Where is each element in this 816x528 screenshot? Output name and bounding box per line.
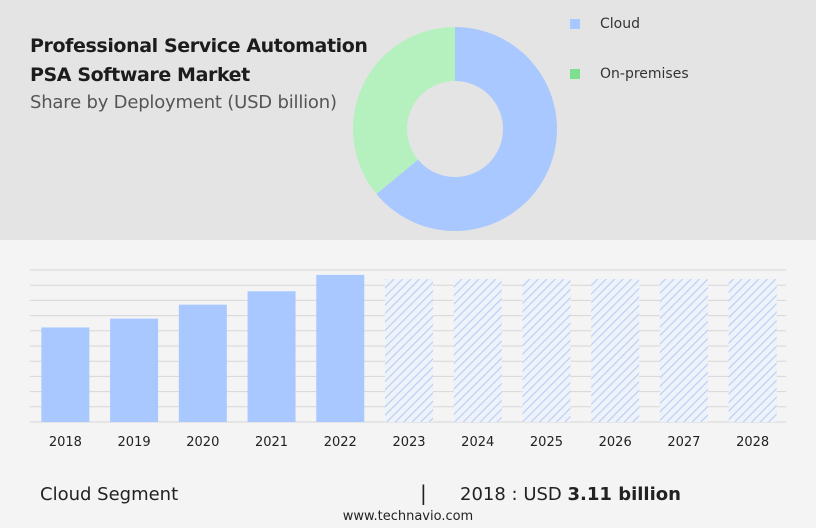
stat-prefix: 2018 : USD bbox=[460, 484, 562, 505]
bar-2027 bbox=[659, 279, 708, 422]
bar-2019 bbox=[110, 318, 159, 422]
tick-label-2022: 2022 bbox=[324, 435, 357, 450]
legend-swatch-on-premises bbox=[570, 69, 580, 79]
legend-item-cloud: Cloud bbox=[570, 14, 689, 34]
bar-2020 bbox=[178, 304, 227, 422]
legend: Cloud On-premises bbox=[570, 14, 689, 114]
stat-value: 3.11 billion bbox=[567, 484, 681, 505]
tick-label-2028: 2028 bbox=[736, 435, 769, 450]
legend-swatch-cloud bbox=[570, 19, 580, 29]
bar-2028 bbox=[728, 279, 777, 422]
tick-label-2023: 2023 bbox=[392, 435, 425, 450]
legend-item-on-premises: On-premises bbox=[570, 64, 689, 84]
donut-slice-on-premises bbox=[353, 27, 455, 195]
tick-label-2027: 2027 bbox=[667, 435, 700, 450]
legend-label-cloud: Cloud bbox=[600, 16, 640, 32]
tick-label-2019: 2019 bbox=[118, 435, 151, 450]
segment-label: Cloud Segment bbox=[40, 484, 179, 505]
title-line-1: Professional Service Automation bbox=[30, 35, 368, 57]
tick-label-2018: 2018 bbox=[49, 435, 82, 450]
chart-subtitle: Share by Deployment (USD billion) bbox=[30, 92, 337, 113]
footer: Cloud Segment | 2018 : USD 3.11 billion … bbox=[0, 470, 816, 528]
tick-label-2024: 2024 bbox=[461, 435, 494, 450]
bar-2021 bbox=[247, 291, 296, 422]
donut-chart bbox=[353, 27, 557, 232]
bar-2024 bbox=[453, 279, 502, 422]
title-line-2: PSA Software Market bbox=[30, 64, 250, 86]
bar-2023 bbox=[385, 279, 433, 422]
legend-label-on-premises: On-premises bbox=[600, 66, 689, 82]
bar-2025 bbox=[522, 279, 571, 422]
bar-2018 bbox=[41, 327, 90, 422]
tick-label-2021: 2021 bbox=[255, 435, 288, 450]
stat-summary: 2018 : USD 3.11 billion bbox=[460, 484, 681, 505]
chart-title: Professional Service Automation PSA Soft… bbox=[30, 32, 368, 90]
bar-chart: 2018 2019 2020 2021 2022 2023 2024 2025 2026 2027… bbox=[30, 269, 786, 450]
website-link[interactable]: www.technavio.com bbox=[342, 509, 474, 524]
separator: | bbox=[420, 481, 427, 505]
tick-label-2025: 2025 bbox=[530, 435, 563, 450]
tick-label-2026: 2026 bbox=[599, 435, 632, 450]
tick-label-2020: 2020 bbox=[186, 435, 219, 450]
bar-2022 bbox=[316, 274, 365, 422]
donut-slice-cloud bbox=[376, 27, 557, 232]
bar-2026 bbox=[591, 279, 640, 422]
